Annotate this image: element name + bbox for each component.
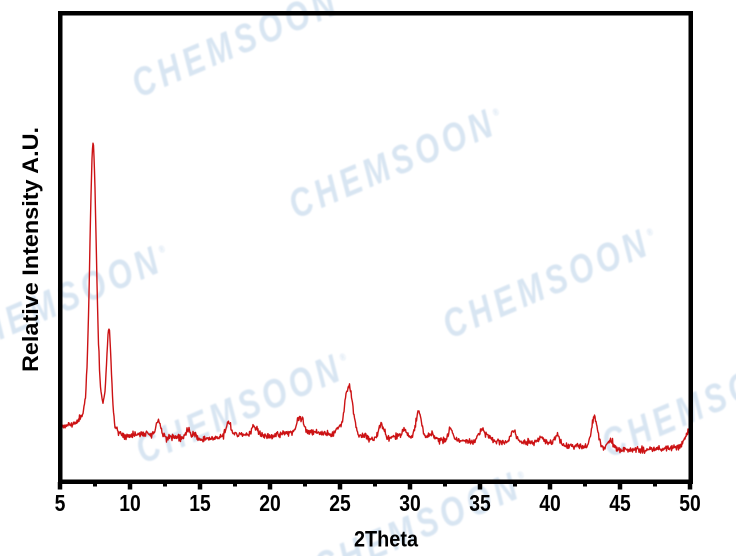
svg-text:20: 20 [259, 490, 281, 516]
svg-text:40: 40 [539, 490, 561, 516]
svg-text:35: 35 [469, 490, 491, 516]
svg-text:Relative Intensity A.U.: Relative Intensity A.U. [18, 127, 43, 372]
svg-text:45: 45 [609, 490, 631, 516]
svg-text:30: 30 [399, 490, 421, 516]
svg-text:50: 50 [679, 490, 701, 516]
svg-text:10: 10 [119, 490, 141, 516]
svg-text:5: 5 [55, 490, 66, 516]
svg-text:15: 15 [189, 490, 211, 516]
svg-text:2Theta: 2Theta [354, 527, 419, 552]
svg-text:25: 25 [329, 490, 351, 516]
